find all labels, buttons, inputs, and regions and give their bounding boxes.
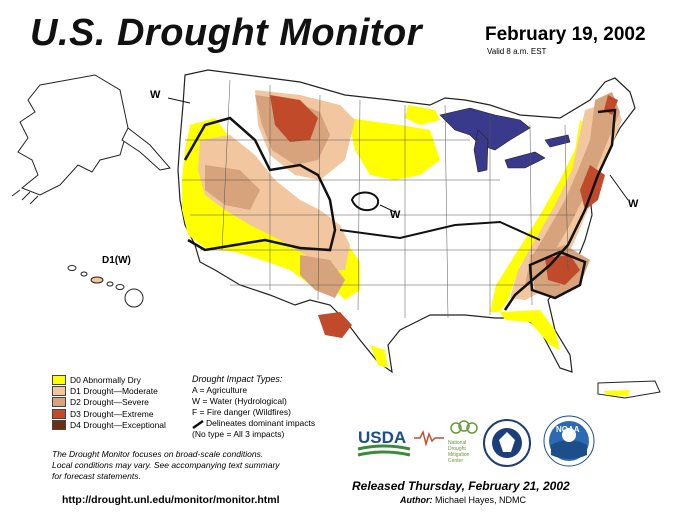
note-line-3: for forecast statements. [52,471,141,481]
note-line-2: Local conditions may vary. See accompany… [52,460,280,470]
great-lakes [439,107,531,151]
impact-line-ellipse [350,191,380,212]
map-label-w-northwest: W [150,89,161,101]
d0-texas [370,345,388,368]
hawaii-islands [67,265,144,308]
commerce-seal-icon [483,419,531,467]
lake-ontario [544,134,571,148]
legend-swatch-d1 [52,385,66,396]
d2-east [525,92,620,285]
legend-item-d4: D4 Drought—Exceptional [52,419,166,430]
w-arrow-east [609,174,629,201]
alaska-islands [11,189,39,205]
impact-types: Drought Impact Types: A = Agriculture W … [192,374,315,440]
svg-text:National: National [448,440,466,446]
page-title: U.S. Drought Monitor [30,12,423,54]
legend-label-d0: D0 Abnormally Dry [70,374,141,385]
alaska-outline [17,74,129,196]
puerto-rico [597,380,661,399]
legend-label-d4: D4 Drought—Exceptional [70,419,166,430]
impact-line-row: Delineates dominant impacts [192,418,315,429]
noaa-logo-text: NOAA [556,425,580,434]
d2-southwest [300,255,345,298]
w-arrow-central [379,204,396,213]
author-name: Michael Hayes, NDMC [435,495,527,505]
impact-line-east [503,108,617,311]
lake-michigan [473,129,489,173]
map-date: February 19, 2002 [485,24,646,45]
state-boundaries [182,79,580,319]
legend-swatch-d2 [52,397,66,408]
lake-erie [504,151,546,169]
impact-fire: F = Fire danger (Wildfires) [192,407,291,417]
legend-item-d0: D0 Abnormally Dry [52,374,166,385]
ndmc-logo: National Drought Mitigation Center [448,420,478,464]
impact-notype: (No type = All 3 impacts) [192,429,285,439]
impact-heading: Drought Impact Types: [192,374,283,384]
legend-line-sample [192,419,204,430]
legend-item-d1: D1 Drought—Moderate [52,385,166,396]
disclaimer-note: The Drought Monitor focuses on broad-sca… [52,449,280,482]
legend-swatch-d4 [52,419,66,430]
map-label-w-east: W [628,198,639,210]
release-date: Released Thursday, February 21, 2002 [352,479,570,493]
seismograph-icon [414,429,444,447]
monitor-url-link[interactable]: http://drought.unl.edu/monitor/monitor.h… [62,494,280,506]
impact-agriculture: A = Agriculture [192,385,248,395]
impact-line-texas [339,220,541,241]
impact-line-label: Delineates dominant impacts [206,418,316,428]
legend-item-d2: D2 Drought—Severe [52,397,166,408]
impact-water: W = Water (Hydrological) [192,396,287,406]
legend-label-d1: D1 Drought—Moderate [70,385,158,396]
w-arrow-nw [167,97,191,104]
d1-west [198,135,350,270]
puerto-rico-d0 [604,390,630,396]
d0-north-plains [348,118,440,180]
noaa-logo: NOAA [543,415,595,467]
d0-great-lakes [405,105,440,125]
drought-legend: D0 Abnormally Dry D1 Drought—Moderate D2… [52,374,166,430]
impact-line-se [528,250,587,300]
legend-label-d3: D3 Drought—Extreme [70,408,154,419]
note-line-1: The Drought Monitor focuses on broad-sca… [52,449,264,459]
usda-logo: USDA [356,423,412,459]
legend-swatch-d0 [52,374,66,385]
author-label: Author: [400,495,433,505]
alaska-panhandle [121,127,171,171]
d3-montana [270,95,318,142]
legend-label-d2: D2 Drought—Severe [70,397,149,408]
legend-swatch-d3 [52,408,66,419]
svg-text:Center: Center [448,458,463,464]
d0-southeast [500,310,560,350]
svg-text:Mitigation: Mitigation [448,452,470,458]
svg-text:Drought: Drought [448,446,466,452]
legend-item-d3: D3 Drought—Extreme [52,408,166,419]
usda-logo-text: USDA [358,428,406,447]
d3-texas [318,312,352,338]
d2-wyoming [205,165,260,210]
author-credit: Author: Michael Hayes, NDMC [400,495,526,505]
map-label-hawaii: D1(W) [102,255,131,266]
valid-time: Valid 8 a.m. EST [487,47,547,56]
impact-line-west [183,116,337,252]
map-label-w-central: W [390,209,401,221]
